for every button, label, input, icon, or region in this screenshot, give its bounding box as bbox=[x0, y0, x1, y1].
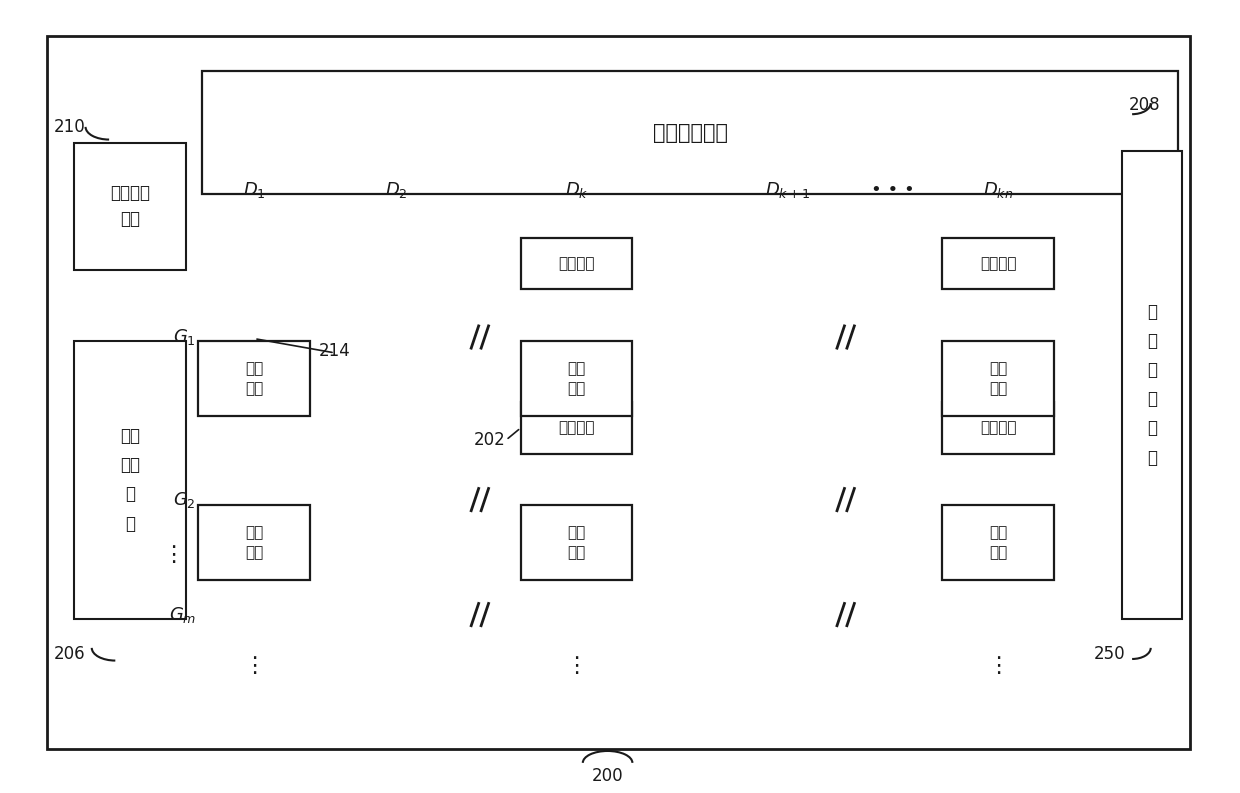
Text: ⋮: ⋮ bbox=[162, 545, 185, 565]
Bar bbox=[521, 238, 632, 289]
Text: 延
迟
控
制
单
元: 延 迟 控 制 单 元 bbox=[1147, 303, 1157, 466]
Text: ⋮: ⋮ bbox=[243, 656, 265, 676]
Text: 补偿单元: 补偿单元 bbox=[980, 256, 1017, 271]
Bar bbox=[942, 238, 1054, 289]
Text: 补偿单元: 补偿单元 bbox=[980, 420, 1017, 435]
Text: 250: 250 bbox=[1094, 646, 1126, 663]
Text: 像素
单元: 像素 单元 bbox=[568, 362, 585, 396]
Text: 202: 202 bbox=[474, 431, 506, 449]
Text: 补偿单元: 补偿单元 bbox=[558, 256, 595, 271]
Text: 214: 214 bbox=[319, 342, 351, 359]
Text: $D_k$: $D_k$ bbox=[564, 180, 589, 201]
Text: $G_1$: $G_1$ bbox=[174, 327, 196, 347]
Bar bbox=[942, 402, 1054, 454]
Bar bbox=[942, 341, 1054, 416]
Text: 206: 206 bbox=[53, 646, 86, 663]
Text: • • •: • • • bbox=[870, 182, 915, 199]
Text: 时序控制
电路: 时序控制 电路 bbox=[110, 184, 150, 228]
Text: 扫描
驱动
电
路: 扫描 驱动 电 路 bbox=[120, 427, 140, 533]
Text: $G_2$: $G_2$ bbox=[174, 489, 196, 510]
Text: $D_2$: $D_2$ bbox=[386, 180, 408, 201]
Text: $D_{k+1}$: $D_{k+1}$ bbox=[765, 180, 810, 201]
Bar bbox=[521, 341, 632, 416]
Bar bbox=[521, 505, 632, 580]
Text: 数据驱动电路: 数据驱动电路 bbox=[652, 123, 728, 143]
Text: ⋮: ⋮ bbox=[565, 656, 588, 676]
Bar bbox=[198, 505, 310, 580]
Text: $G_m$: $G_m$ bbox=[169, 604, 196, 625]
Bar bbox=[521, 402, 632, 454]
Text: 像素
单元: 像素 单元 bbox=[246, 362, 263, 396]
Text: 像素
单元: 像素 单元 bbox=[990, 362, 1007, 396]
Text: 200: 200 bbox=[591, 767, 624, 784]
Text: 像素
单元: 像素 单元 bbox=[568, 526, 585, 560]
Bar bbox=[74, 143, 186, 270]
Text: 像素
单元: 像素 单元 bbox=[246, 526, 263, 560]
Bar bbox=[74, 341, 186, 619]
Bar bbox=[198, 341, 310, 416]
Text: 补偿单元: 补偿单元 bbox=[558, 420, 595, 435]
Text: 210: 210 bbox=[53, 118, 86, 136]
Text: 208: 208 bbox=[1128, 96, 1161, 113]
Text: $D_{kn}$: $D_{kn}$ bbox=[983, 180, 1013, 201]
Bar bbox=[1122, 151, 1182, 619]
Bar bbox=[202, 71, 1178, 194]
Bar bbox=[942, 505, 1054, 580]
Text: ⋮: ⋮ bbox=[987, 656, 1009, 676]
Text: 像素
单元: 像素 单元 bbox=[990, 526, 1007, 560]
Text: $D_1$: $D_1$ bbox=[243, 180, 265, 201]
